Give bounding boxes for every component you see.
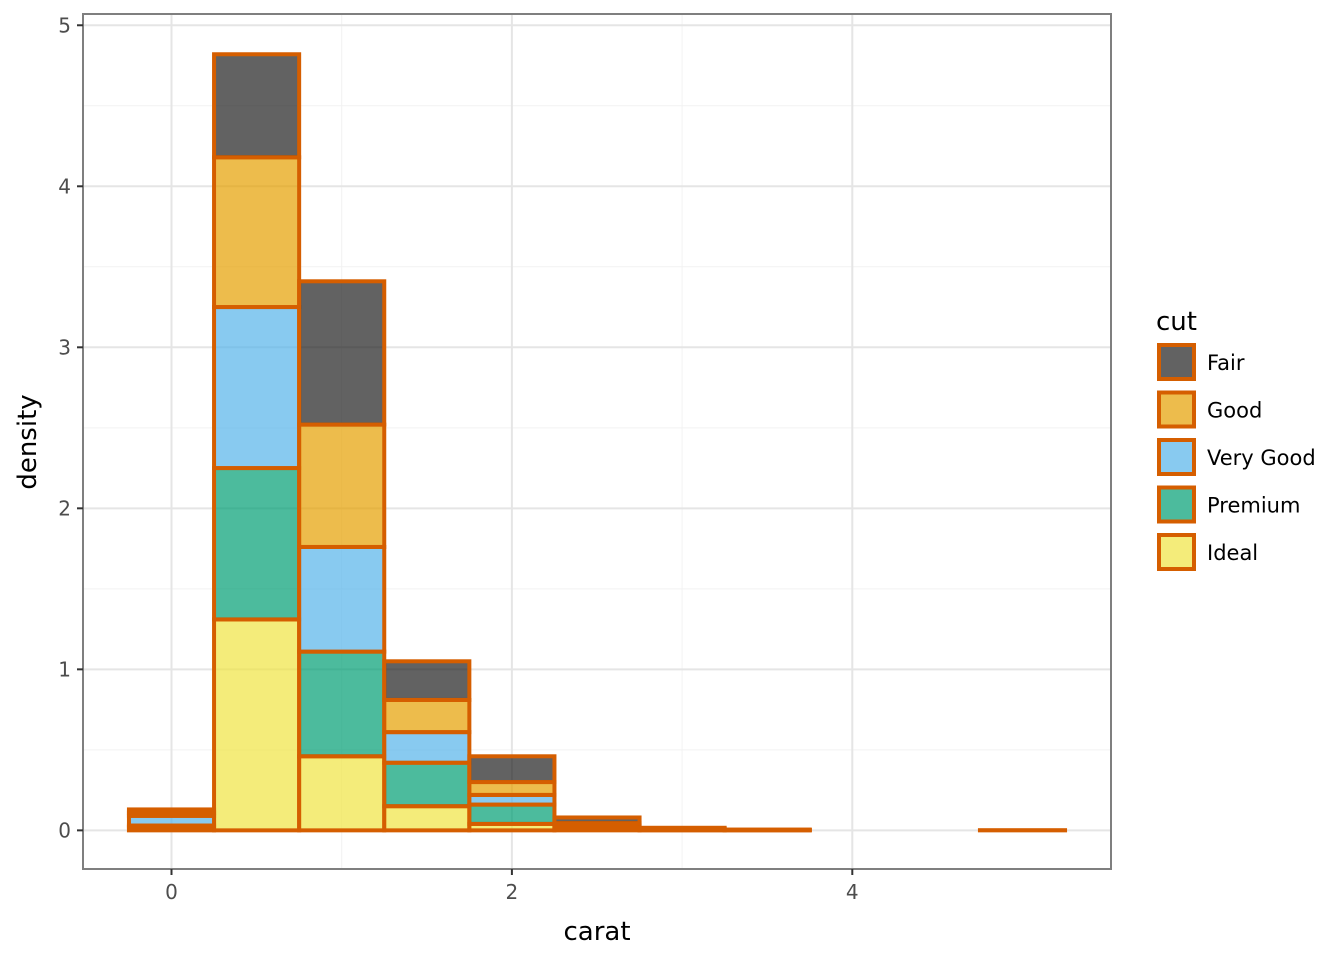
bar-fair: [126, 807, 217, 815]
bar-good: [212, 155, 302, 310]
legend-label-ideal: Ideal: [1207, 541, 1258, 565]
histogram-bars: [126, 52, 1068, 833]
x-tick-label: 0: [165, 880, 178, 904]
legend-key-very-good: [1157, 438, 1196, 476]
legend-title: cut: [1156, 307, 1197, 337]
bar-premium: [467, 802, 557, 826]
x-axis-title: carat: [563, 917, 630, 947]
bar-good: [382, 697, 472, 735]
bar-very-good: [382, 730, 472, 765]
y-tick-label: 5: [58, 13, 71, 37]
y-tick-label: 1: [58, 657, 71, 681]
bar-fair: [467, 754, 557, 785]
plot-border: [82, 13, 1112, 870]
bar-fair: [552, 815, 642, 826]
legend-key-fair: [1157, 343, 1196, 381]
legend-key-premium: [1157, 485, 1196, 524]
bar-premium: [212, 466, 302, 622]
bar-ideal: [212, 617, 302, 833]
legend-label-fair: Fair: [1207, 351, 1245, 375]
x-tick-label: 2: [506, 880, 519, 904]
bar-fair: [212, 52, 302, 160]
bar-ideal: [382, 804, 472, 833]
y-axis-title: density: [13, 394, 43, 489]
bar-good: [297, 422, 387, 549]
y-tick-label: 3: [58, 335, 71, 359]
bar-ideal: [297, 754, 387, 833]
y-tick-label: 2: [58, 496, 71, 520]
bar-very-good: [297, 544, 387, 654]
bar-fair: [382, 659, 472, 702]
legend-key-ideal: [1157, 533, 1196, 571]
y-tick-label: 0: [58, 818, 71, 842]
y-axis-ticks: 0 1 2 3 4 5: [58, 13, 83, 842]
y-tick-label: 4: [58, 174, 71, 198]
bar-premium: [297, 649, 387, 759]
bar-fair: [297, 279, 387, 427]
legend: cut Fair Good Very Good Premium Ideal: [1156, 307, 1316, 571]
bar-very-good: [212, 305, 302, 471]
legend-label-very-good: Very Good: [1207, 446, 1316, 470]
legend-label-good: Good: [1207, 399, 1262, 423]
bar-fair: [637, 825, 727, 832]
x-axis-ticks: 0 2 4: [165, 869, 859, 904]
x-tick-label: 4: [846, 880, 859, 904]
bar-premium: [382, 760, 472, 809]
legend-label-premium: Premium: [1207, 494, 1300, 518]
legend-key-good: [1157, 390, 1196, 429]
